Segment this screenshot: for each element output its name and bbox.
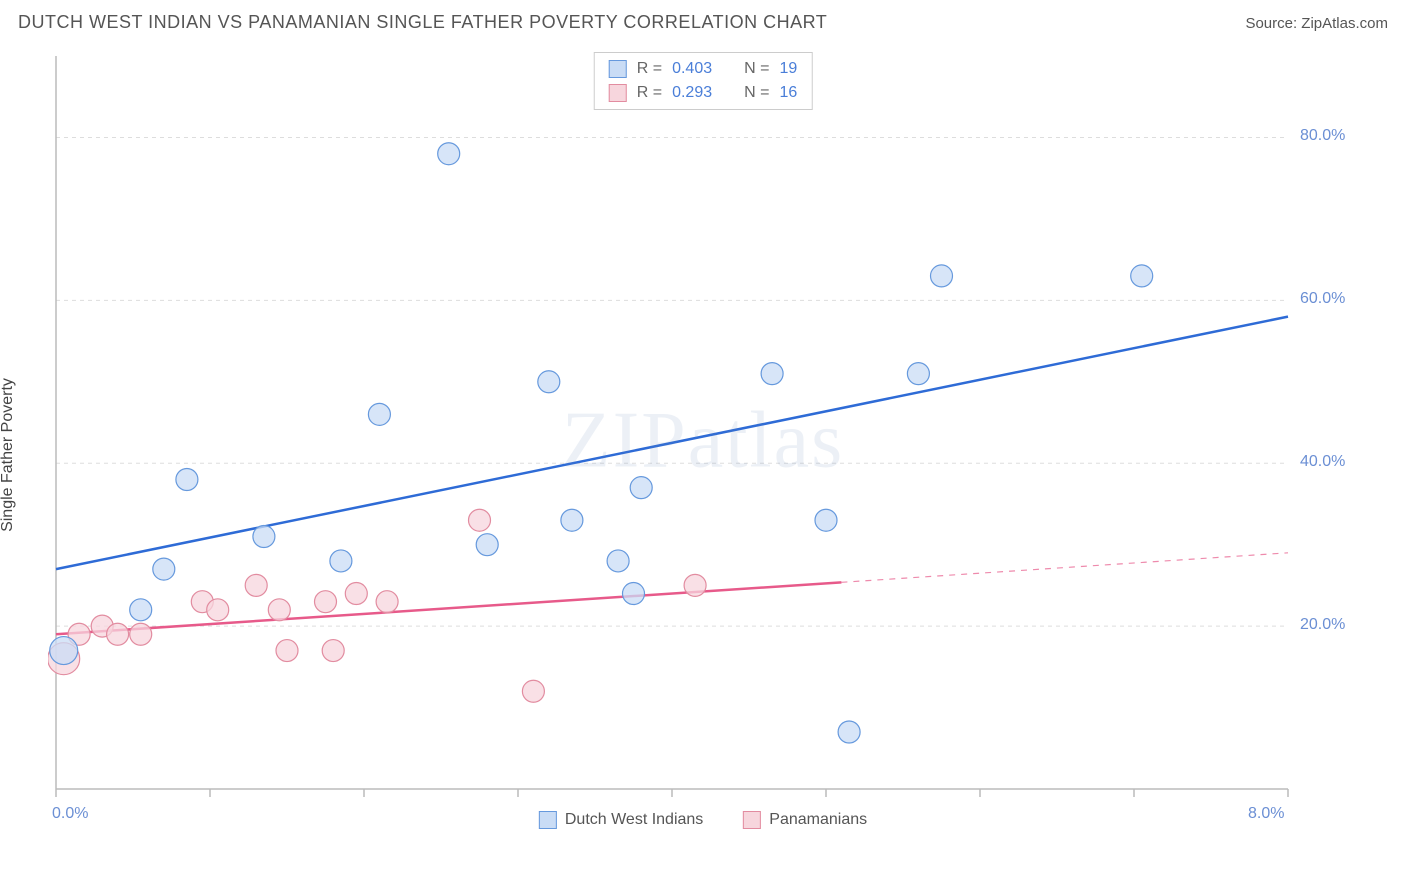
legend-r-label-1: R = — [637, 81, 662, 105]
legend-item-0: Dutch West Indians — [539, 811, 703, 829]
y-tick-label: 40.0% — [1300, 453, 1345, 471]
legend-item-label-0: Dutch West Indians — [565, 811, 703, 829]
legend-r-value-0: 0.403 — [672, 57, 712, 81]
legend-item-1: Panamanians — [743, 811, 867, 829]
legend-row-series-0: R = 0.403 N = 19 — [609, 57, 798, 81]
y-axis-label: Single Father Poverty — [0, 378, 17, 532]
legend-n-value-0: 19 — [779, 57, 797, 81]
y-tick-label: 80.0% — [1300, 127, 1345, 145]
y-tick-label: 20.0% — [1300, 616, 1345, 634]
legend-swatch-0 — [609, 60, 627, 78]
legend-r-value-1: 0.293 — [672, 81, 712, 105]
legend-row-series-1: R = 0.293 N = 16 — [609, 81, 798, 105]
legend-r-label-0: R = — [637, 57, 662, 81]
chart-title: DUTCH WEST INDIAN VS PANAMANIAN SINGLE F… — [18, 12, 827, 33]
chart-svg — [48, 48, 1358, 833]
x-tick-label: 8.0% — [1248, 805, 1284, 823]
legend-series: Dutch West Indians Panamanians — [539, 811, 867, 829]
plot-area: ZIPatlas R = 0.403 N = 19 R = 0.293 N = … — [48, 48, 1358, 833]
legend-n-value-1: 16 — [779, 81, 797, 105]
legend-swatch-1 — [609, 84, 627, 102]
legend-bottom-swatch-0 — [539, 811, 557, 829]
y-tick-label: 60.0% — [1300, 290, 1345, 308]
x-tick-label: 0.0% — [52, 805, 88, 823]
legend-n-label-1: N = — [744, 81, 769, 105]
chart-header: DUTCH WEST INDIAN VS PANAMANIAN SINGLE F… — [18, 12, 1388, 33]
chart-source: Source: ZipAtlas.com — [1245, 15, 1388, 32]
legend-correlation: R = 0.403 N = 19 R = 0.293 N = 16 — [594, 52, 813, 110]
legend-n-label-0: N = — [744, 57, 769, 81]
legend-item-label-1: Panamanians — [769, 811, 867, 829]
legend-bottom-swatch-1 — [743, 811, 761, 829]
